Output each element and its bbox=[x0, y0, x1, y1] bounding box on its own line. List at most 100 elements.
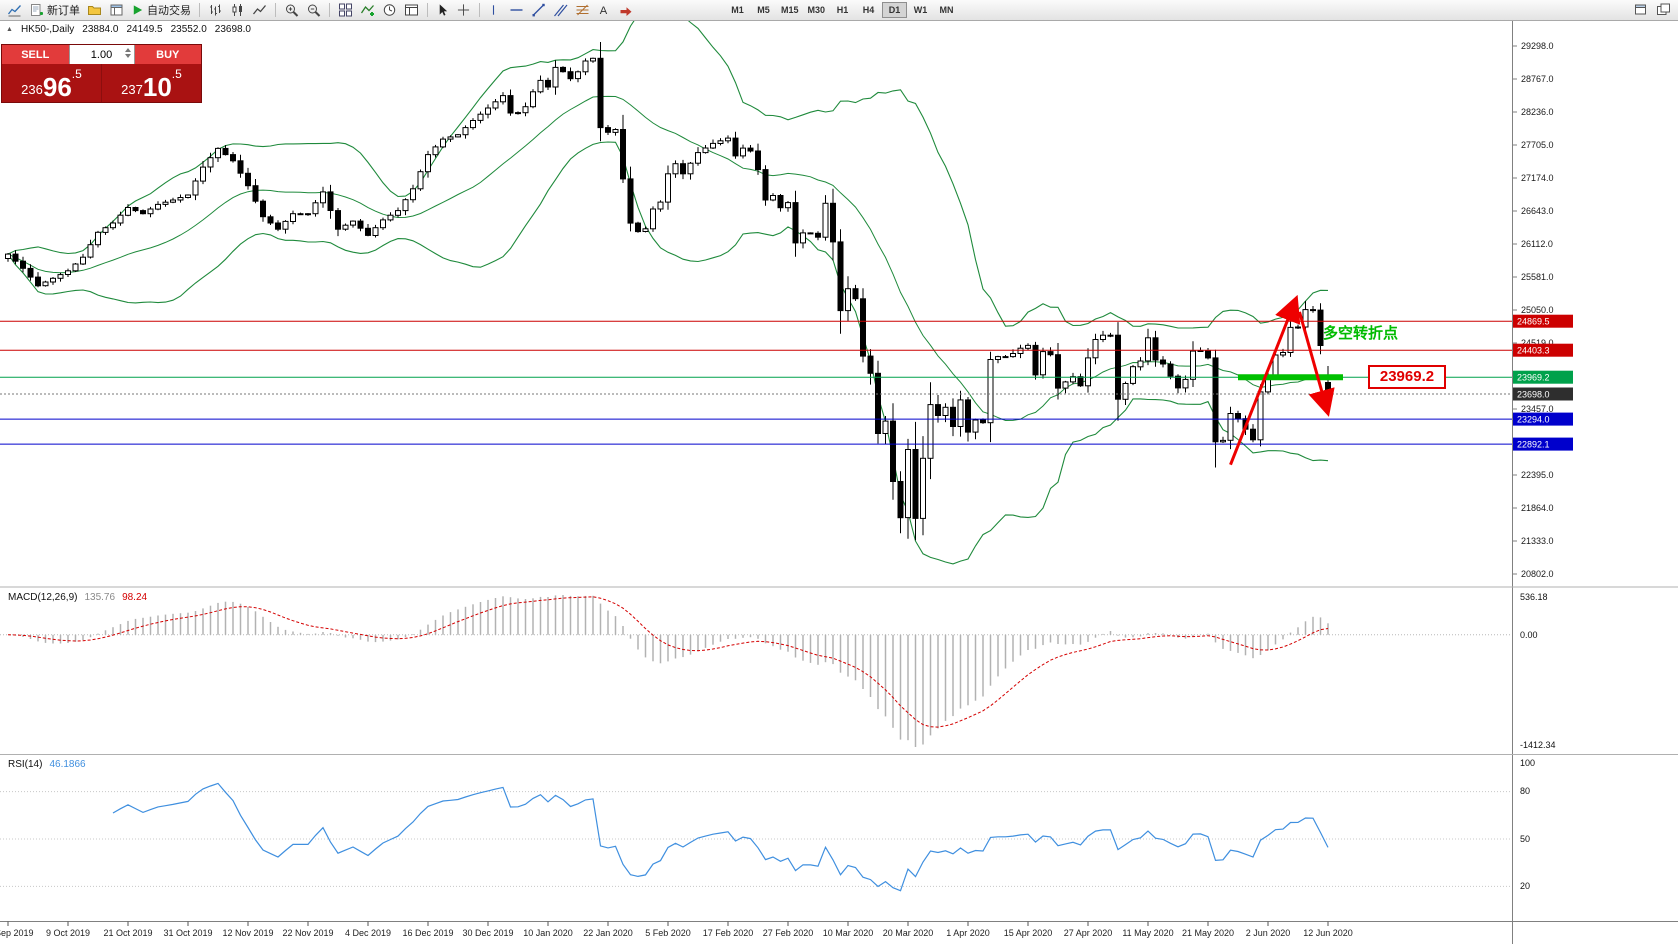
periods-button[interactable] bbox=[379, 1, 400, 19]
macd-axis-max: 536.18 bbox=[1520, 592, 1548, 602]
arrows-button[interactable] bbox=[615, 1, 636, 19]
timeframe-m5-button[interactable]: M5 bbox=[751, 2, 776, 18]
date-axis-label: 10 Jan 2020 bbox=[523, 928, 573, 938]
price-tag bbox=[1513, 387, 1573, 401]
sell-price-prefix: 236 bbox=[21, 82, 43, 97]
text-label-button[interactable]: A bbox=[594, 1, 614, 19]
date-axis-label: 20 Mar 2020 bbox=[883, 928, 934, 938]
crosshair-button[interactable] bbox=[454, 1, 474, 19]
fibonacci-button[interactable] bbox=[572, 1, 593, 19]
new-order-label: 新订单 bbox=[47, 5, 80, 17]
price-axis-label: 20802.0 bbox=[1521, 569, 1554, 579]
date-axis-label: 31 Oct 2019 bbox=[163, 928, 212, 938]
date-axis-label: 30 Dec 2019 bbox=[462, 928, 513, 938]
arrow-object-icon bbox=[620, 7, 632, 16]
horizontal-line-button[interactable] bbox=[506, 1, 527, 19]
date-axis-label: 21 Oct 2019 bbox=[103, 928, 152, 938]
profiles-button[interactable] bbox=[84, 1, 105, 19]
candlestick-chart-button[interactable] bbox=[227, 1, 248, 19]
autotrading-button[interactable]: 自动交易 bbox=[128, 1, 194, 19]
tile-windows-button[interactable] bbox=[335, 1, 356, 19]
zoom-in-button[interactable] bbox=[281, 1, 302, 19]
chart-title: HK50-,Daily bbox=[20, 24, 75, 35]
window-controls bbox=[1630, 1, 1674, 19]
cascade-windows-button[interactable] bbox=[1653, 1, 1674, 19]
price-tag-label: 23969.2 bbox=[1517, 373, 1550, 383]
channel-button[interactable] bbox=[550, 1, 571, 19]
timeframe-d1-button[interactable]: D1 bbox=[882, 2, 908, 18]
spinner-down-icon[interactable] bbox=[124, 54, 131, 58]
bollinger-upper bbox=[7, 20, 1329, 329]
toolbar: 新订单 自动交易 bbox=[0, 0, 1678, 21]
line-chart-button[interactable] bbox=[249, 1, 270, 19]
buy-price[interactable]: 237 10.5 bbox=[101, 64, 201, 102]
timeframe-m15-button[interactable]: M15 bbox=[777, 2, 803, 18]
zoom-out-icon bbox=[308, 4, 321, 17]
new-order-icon bbox=[31, 4, 43, 16]
date-axis-label: 1 Apr 2020 bbox=[946, 928, 990, 938]
timeframe-mn-button[interactable]: MN bbox=[934, 2, 959, 18]
new-window-button[interactable] bbox=[1630, 1, 1651, 19]
date-axis-label: 10 Mar 2020 bbox=[823, 928, 874, 938]
timeframe-m1-button[interactable]: M1 bbox=[725, 2, 750, 18]
sell-price[interactable]: 236 96.5 bbox=[2, 64, 101, 102]
price-callout[interactable]: 23969.2 bbox=[1368, 365, 1446, 389]
zoom-out-button[interactable] bbox=[303, 1, 324, 19]
date-axis-label: 27 Sep 2019 bbox=[0, 928, 34, 938]
buy-button[interactable]: BUY bbox=[134, 45, 201, 64]
sell-button[interactable]: SELL bbox=[2, 45, 69, 64]
vertical-line-icon bbox=[492, 5, 495, 15]
buy-price-big: 10 bbox=[142, 71, 172, 102]
price-axis-label: 21333.0 bbox=[1521, 536, 1554, 546]
price-axis-label: 28767.0 bbox=[1521, 74, 1554, 84]
toolbar-separator bbox=[329, 3, 330, 17]
timeframe-group: M1 M5 M15 M30 H1 H4 D1 W1 MN bbox=[725, 2, 959, 18]
navigator-button[interactable] bbox=[106, 1, 127, 19]
price-axis-label: 25581.0 bbox=[1521, 272, 1554, 282]
date-axis-label: 2 Jun 2020 bbox=[1246, 928, 1291, 938]
indicators-button[interactable] bbox=[357, 1, 378, 19]
bar-chart-button[interactable] bbox=[205, 1, 226, 19]
new-chart-button[interactable] bbox=[4, 1, 25, 19]
macd-axis-zero: 0.00 bbox=[1520, 630, 1538, 640]
trend-arrow-up[interactable] bbox=[1229, 294, 1301, 466]
price-axis-label: 24519.0 bbox=[1521, 338, 1554, 348]
macd-histogram bbox=[14, 595, 1329, 747]
axis-layer: 29298.0 28767.0 28236.0 27705.0 27174.0 26643… bbox=[0, 41, 1573, 938]
price-tag-label: 24869.5 bbox=[1517, 317, 1550, 327]
new-order-button[interactable]: 新订单 bbox=[26, 1, 83, 19]
indicators-icon bbox=[360, 5, 374, 16]
trend-arrow-down[interactable] bbox=[1298, 311, 1335, 417]
trendline-button[interactable] bbox=[528, 1, 549, 19]
timeframe-h4-button[interactable]: H4 bbox=[856, 2, 881, 18]
navigator-icon bbox=[110, 4, 123, 16]
price-tag bbox=[1513, 370, 1573, 384]
sell-price-big: 96 bbox=[42, 71, 72, 102]
price-tag-label: 23294.0 bbox=[1517, 415, 1550, 425]
rsi-label: RSI(14) 46.1866 bbox=[8, 759, 86, 770]
macd-main-value: 135.76 bbox=[84, 592, 116, 603]
line-chart-icon bbox=[252, 5, 266, 15]
price-tag-label: 22892.1 bbox=[1517, 440, 1550, 450]
annotation-text[interactable]: 多空转折点 bbox=[1323, 325, 1399, 342]
zoom-in-icon bbox=[286, 4, 299, 17]
autotrading-label: 自动交易 bbox=[147, 5, 191, 17]
price-tag bbox=[1513, 343, 1573, 357]
instrument-marker-icon: ▲ bbox=[6, 26, 13, 33]
timeframe-m30-button[interactable]: M30 bbox=[804, 2, 830, 18]
date-axis-label: 22 Jan 2020 bbox=[583, 928, 633, 938]
volume-input[interactable]: 1.00 bbox=[68, 45, 135, 64]
macd-signal-line bbox=[7, 596, 1329, 728]
ohlc-high: 24149.5 bbox=[126, 24, 163, 35]
timeframe-h1-button[interactable]: H1 bbox=[830, 2, 855, 18]
volume-spinner[interactable] bbox=[124, 48, 131, 58]
cursor-button[interactable] bbox=[433, 1, 453, 19]
templates-button[interactable] bbox=[401, 1, 422, 19]
macd-signal-value: 98.24 bbox=[122, 592, 148, 603]
folder-icon bbox=[88, 6, 101, 15]
spinner-up-icon[interactable] bbox=[124, 48, 131, 52]
timeframe-w1-button[interactable]: W1 bbox=[908, 2, 933, 18]
vertical-line-button[interactable] bbox=[485, 1, 505, 19]
horizontal-line-icon bbox=[510, 9, 523, 11]
